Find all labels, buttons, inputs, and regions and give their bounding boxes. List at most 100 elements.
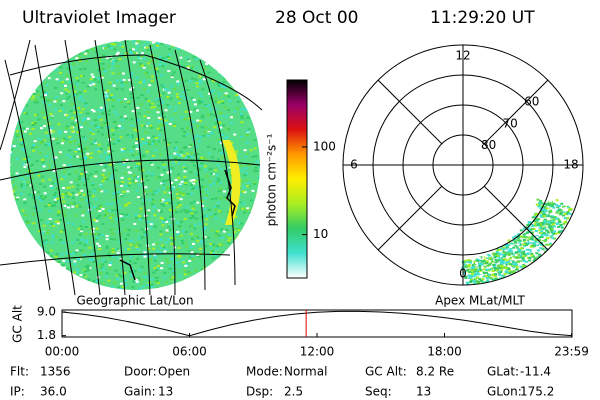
speck	[0, 270, 3, 272]
speck	[161, 84, 165, 87]
speck	[244, 54, 248, 57]
speck	[48, 272, 52, 275]
speck	[522, 251, 526, 254]
speck	[525, 236, 529, 239]
speck	[209, 113, 213, 116]
speck	[467, 265, 471, 268]
speck	[229, 78, 233, 81]
speck	[39, 183, 43, 186]
speck	[267, 64, 270, 66]
speck	[199, 95, 203, 98]
speck	[156, 264, 160, 267]
speck	[31, 127, 35, 130]
speck	[92, 218, 96, 221]
speck	[514, 264, 518, 267]
speck	[6, 202, 9, 204]
speck	[213, 213, 217, 216]
speck	[148, 141, 152, 144]
speck	[29, 50, 33, 53]
speck	[552, 202, 556, 205]
speck	[214, 235, 218, 238]
speck	[253, 54, 257, 57]
speck	[73, 93, 77, 96]
speck	[57, 123, 61, 126]
speck	[123, 271, 127, 274]
speck	[0, 252, 3, 254]
speck	[534, 221, 538, 224]
speck	[31, 49, 35, 52]
speck	[230, 184, 234, 187]
speck	[166, 220, 170, 223]
speck	[20, 272, 24, 275]
speck	[260, 158, 263, 160]
speck	[167, 199, 171, 202]
speck	[521, 267, 525, 270]
speck	[79, 158, 83, 161]
speck	[66, 67, 70, 70]
speck	[115, 209, 119, 212]
speck	[551, 220, 555, 223]
speck	[238, 239, 242, 242]
speck	[173, 152, 177, 155]
speck	[0, 47, 3, 49]
speck	[131, 110, 135, 113]
speck	[253, 259, 257, 262]
speck	[508, 257, 512, 260]
speck	[148, 143, 152, 146]
speck	[540, 231, 544, 234]
speck	[172, 270, 176, 273]
speck	[177, 41, 181, 44]
speck	[525, 244, 529, 247]
speck	[69, 287, 73, 290]
speck	[95, 280, 99, 283]
speck	[26, 77, 30, 80]
speck	[478, 269, 482, 272]
speck	[49, 131, 53, 134]
speck	[536, 223, 540, 226]
status-label: IP:	[10, 385, 25, 399]
speck	[156, 111, 160, 114]
speck	[0, 289, 3, 291]
speck	[497, 253, 501, 256]
speck	[130, 118, 134, 121]
speck	[541, 238, 545, 241]
speck	[204, 245, 208, 248]
speck	[219, 85, 223, 88]
speck	[464, 259, 468, 262]
speck	[157, 124, 161, 127]
speck	[261, 262, 264, 264]
speck	[32, 56, 36, 59]
speck	[136, 45, 140, 48]
speck	[181, 242, 185, 245]
speck	[73, 155, 77, 158]
speck	[531, 250, 535, 253]
speck	[473, 268, 477, 271]
speck	[117, 193, 121, 196]
speck	[221, 276, 225, 279]
speck	[68, 149, 72, 152]
speck	[10, 174, 14, 177]
speck	[10, 250, 12, 253]
speck	[188, 144, 192, 147]
speck	[462, 272, 466, 275]
speck	[101, 259, 105, 262]
speck	[143, 190, 147, 193]
speck	[105, 56, 109, 59]
speck	[123, 105, 127, 108]
speck	[253, 118, 257, 121]
speck	[270, 113, 273, 115]
speck	[134, 48, 138, 51]
speck	[178, 255, 182, 258]
speck	[170, 167, 174, 170]
speck	[250, 111, 254, 114]
speck	[190, 77, 194, 80]
speck	[21, 209, 25, 212]
speck	[184, 45, 188, 48]
speck	[139, 63, 143, 66]
speck	[38, 230, 42, 233]
speck	[62, 200, 66, 203]
speck	[162, 181, 166, 184]
speck	[47, 204, 51, 207]
aurora	[461, 198, 580, 285]
speck	[556, 211, 560, 214]
